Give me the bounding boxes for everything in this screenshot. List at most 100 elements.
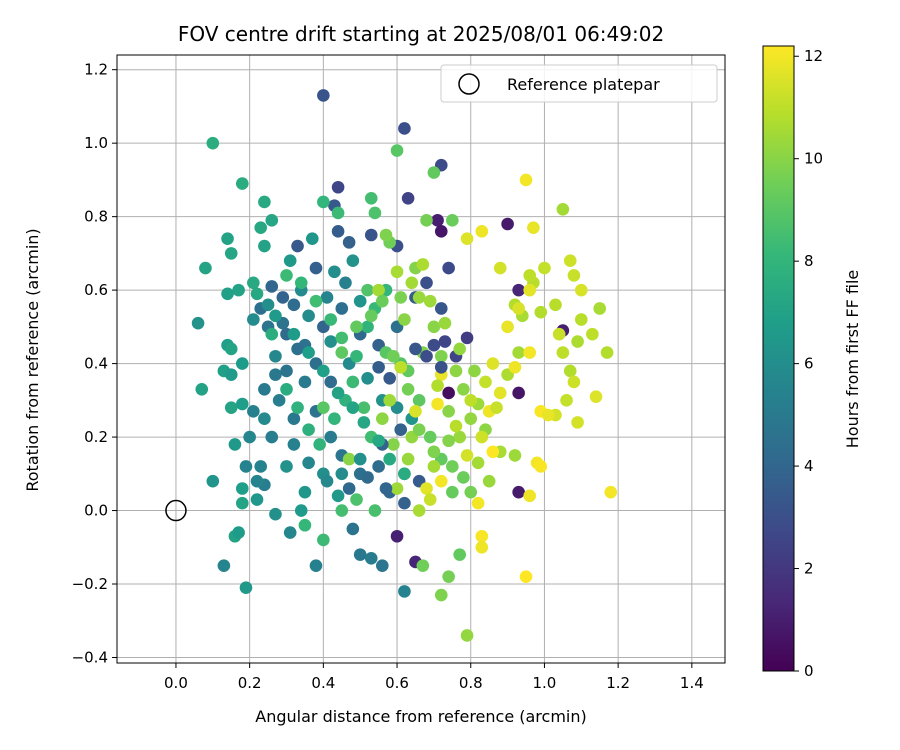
data-point bbox=[235, 482, 249, 495]
colorbar-tick-label: 10 bbox=[804, 150, 823, 168]
y-tick-label: 0.4 bbox=[84, 355, 108, 373]
data-point bbox=[523, 283, 537, 297]
y-tick-label: 0.2 bbox=[84, 428, 108, 446]
data-point bbox=[449, 419, 463, 433]
data-point bbox=[453, 342, 466, 356]
x-tick-label: 0.4 bbox=[311, 674, 335, 692]
data-point bbox=[258, 412, 271, 425]
y-axis-label: Rotation from reference (arcmin) bbox=[23, 228, 42, 491]
data-point bbox=[412, 291, 426, 304]
legend: Reference platepar bbox=[440, 64, 718, 103]
data-point bbox=[228, 438, 242, 451]
data-point bbox=[291, 239, 304, 253]
colorbar-ticks: 0 2 4 6 8 10 12 bbox=[794, 47, 823, 680]
data-point bbox=[427, 320, 441, 334]
data-point bbox=[224, 342, 238, 356]
data-point bbox=[335, 467, 349, 481]
data-point bbox=[346, 522, 360, 536]
data-point bbox=[302, 456, 315, 470]
data-point bbox=[549, 298, 562, 312]
data-point bbox=[294, 276, 308, 290]
data-point bbox=[519, 173, 533, 187]
data-point bbox=[287, 412, 301, 425]
data-point bbox=[235, 397, 249, 411]
data-point bbox=[221, 287, 234, 301]
data-point bbox=[394, 291, 408, 304]
data-point bbox=[383, 371, 396, 385]
data-point bbox=[394, 360, 408, 374]
data-point bbox=[372, 434, 385, 448]
data-point bbox=[427, 166, 441, 179]
data-point bbox=[464, 485, 478, 499]
data-point bbox=[324, 313, 338, 326]
data-point bbox=[324, 430, 338, 444]
data-point bbox=[471, 496, 485, 510]
data-point bbox=[265, 280, 279, 293]
data-point bbox=[482, 474, 496, 488]
data-point bbox=[501, 217, 514, 231]
data-point bbox=[523, 269, 537, 282]
data-point bbox=[390, 144, 404, 157]
data-point bbox=[250, 493, 264, 506]
data-point bbox=[398, 122, 411, 135]
data-point bbox=[346, 254, 360, 268]
data-point bbox=[305, 232, 319, 245]
data-point bbox=[457, 471, 470, 484]
data-point bbox=[600, 346, 614, 359]
data-point bbox=[309, 294, 323, 308]
data-point bbox=[405, 276, 419, 290]
data-point bbox=[512, 386, 525, 400]
data-point bbox=[523, 489, 537, 503]
data-point bbox=[258, 239, 271, 253]
data-point bbox=[361, 283, 374, 297]
data-point bbox=[265, 430, 279, 444]
data-point bbox=[350, 349, 363, 363]
y-tick-label: −0.2 bbox=[72, 575, 108, 593]
data-point bbox=[331, 386, 345, 400]
data-point bbox=[283, 526, 297, 539]
data-point bbox=[379, 482, 393, 495]
data-point bbox=[206, 136, 220, 150]
data-point bbox=[427, 445, 441, 459]
data-point bbox=[571, 416, 584, 429]
data-point bbox=[339, 276, 352, 290]
data-point bbox=[298, 485, 312, 499]
data-point bbox=[427, 338, 441, 352]
data-point bbox=[269, 309, 282, 323]
data-point bbox=[420, 214, 433, 227]
data-point bbox=[346, 375, 360, 389]
data-point bbox=[224, 247, 238, 260]
data-point bbox=[468, 364, 481, 378]
data-point bbox=[317, 364, 330, 378]
data-point bbox=[364, 228, 378, 242]
data-point bbox=[442, 386, 455, 400]
data-point bbox=[254, 221, 268, 234]
data-point bbox=[493, 261, 507, 275]
data-point bbox=[309, 559, 323, 572]
data-point bbox=[434, 588, 448, 602]
data-point bbox=[460, 449, 474, 462]
colorbar-tick-label: 4 bbox=[804, 457, 814, 475]
legend-marker-icon bbox=[458, 73, 480, 95]
data-point bbox=[398, 467, 411, 481]
data-point bbox=[291, 342, 304, 356]
data-point bbox=[335, 346, 349, 359]
data-point bbox=[453, 430, 466, 444]
data-point bbox=[420, 349, 433, 363]
data-point bbox=[320, 474, 334, 488]
x-tick-label: 0.8 bbox=[459, 674, 483, 692]
data-point bbox=[390, 265, 404, 279]
data-point bbox=[361, 320, 374, 334]
data-point bbox=[320, 291, 334, 304]
data-point bbox=[291, 401, 304, 414]
data-point bbox=[335, 331, 349, 345]
data-point bbox=[401, 383, 415, 396]
data-point bbox=[247, 276, 260, 290]
data-point bbox=[235, 357, 249, 370]
data-point bbox=[431, 379, 444, 392]
data-point bbox=[280, 383, 293, 396]
data-point bbox=[512, 346, 525, 359]
data-point bbox=[280, 364, 293, 378]
data-point bbox=[331, 489, 345, 503]
